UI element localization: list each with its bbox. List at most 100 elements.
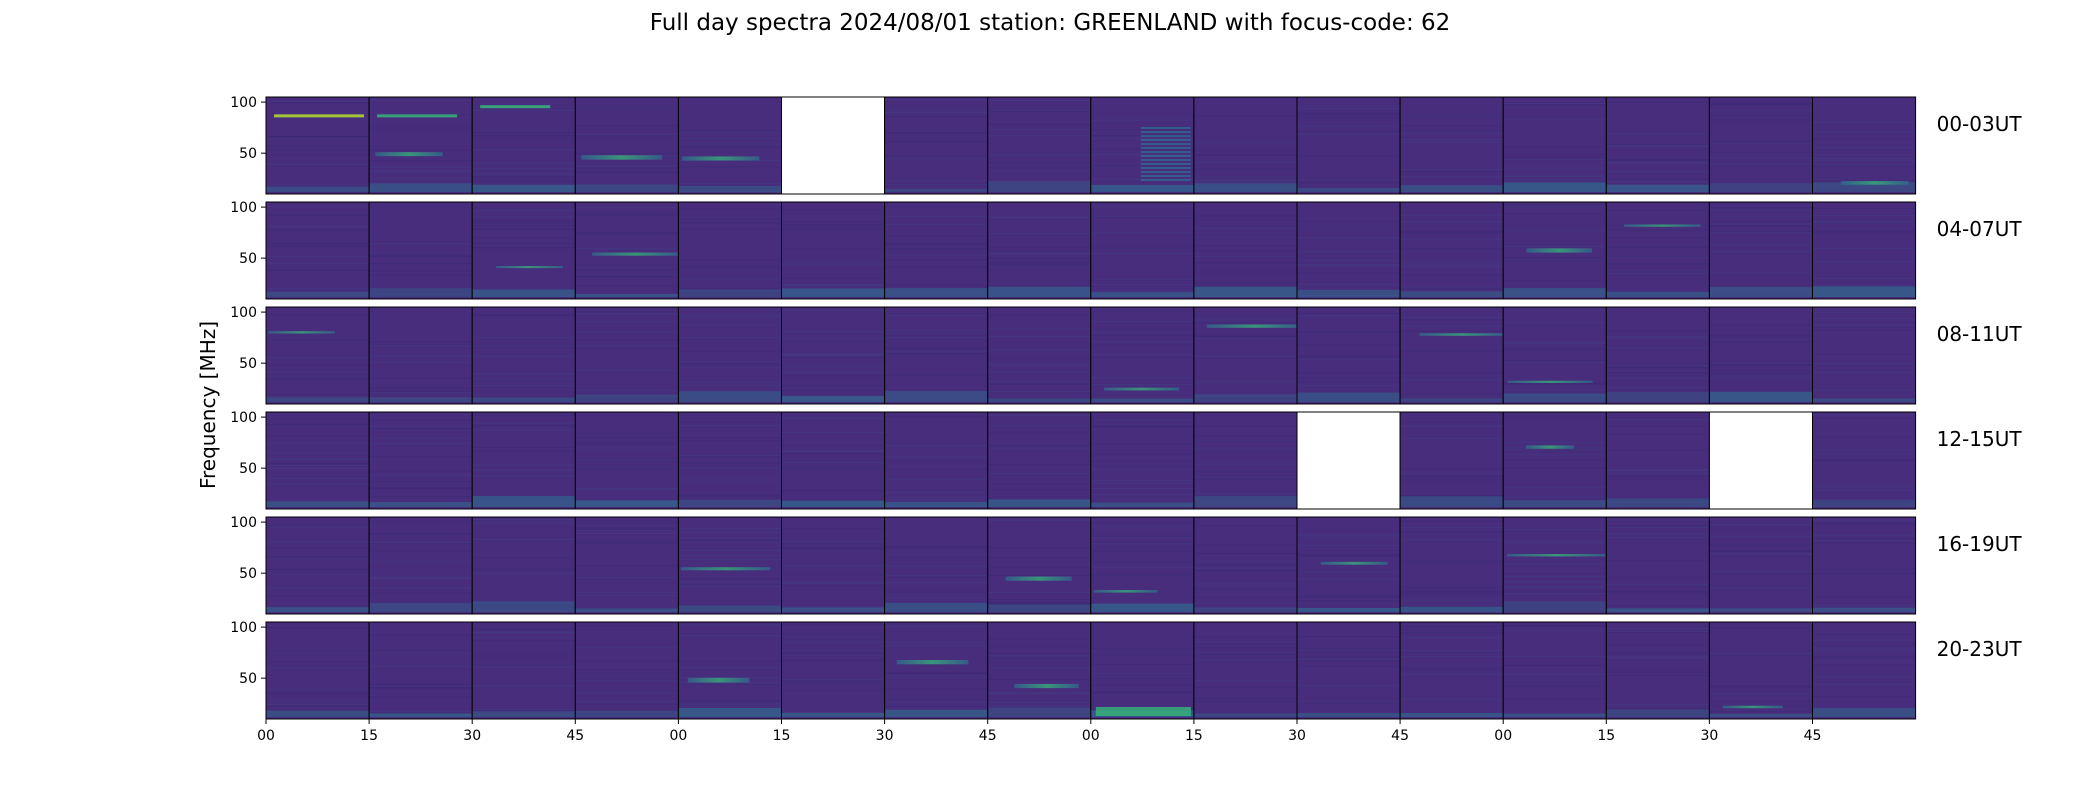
- spectrum-texture: [987, 371, 1091, 373]
- spectrum-texture: [266, 703, 370, 705]
- spectrum-texture: [369, 294, 473, 296]
- spectrum-texture: [1606, 161, 1710, 163]
- spectrum-texture: [1400, 437, 1504, 439]
- low-frequency-band: [1400, 398, 1504, 402]
- spectrum-texture: [1503, 179, 1607, 181]
- emission-band: [480, 105, 551, 109]
- spectrum-texture: [1503, 360, 1607, 362]
- spectrum-texture: [1606, 704, 1710, 706]
- spectrum-texture: [472, 655, 576, 657]
- spectrum-texture: [1503, 576, 1607, 578]
- spectrum-texture: [1709, 216, 1813, 218]
- spectrum-texture: [1090, 340, 1194, 342]
- low-frequency-band: [1709, 608, 1813, 612]
- spectrum-texture: [1606, 272, 1710, 274]
- spectrum-texture: [1812, 248, 1916, 250]
- spectrum-texture: [1503, 167, 1607, 169]
- spectrum-texture: [1193, 567, 1297, 569]
- spectrum-texture: [884, 597, 988, 599]
- spectrum-texture: [678, 138, 782, 140]
- low-frequency-band: [1090, 502, 1194, 507]
- spectrum-texture: [1193, 314, 1297, 316]
- spectrum-texture: [369, 387, 473, 389]
- spectrum-texture: [1400, 636, 1504, 638]
- spectrum-texture: [575, 672, 679, 674]
- spectrum-texture: [1606, 270, 1710, 272]
- spectrum-texture: [1400, 232, 1504, 234]
- spectrum-texture: [1090, 166, 1194, 168]
- spectrum-texture: [1090, 692, 1194, 694]
- spectrum-texture: [884, 347, 988, 349]
- spectrum-texture: [1812, 656, 1916, 658]
- spectrum-texture: [369, 166, 473, 168]
- burst-feature: [1140, 135, 1191, 137]
- spectrum-texture: [781, 283, 885, 285]
- spectrum-texture: [987, 598, 1091, 600]
- spectrum-texture: [1193, 435, 1297, 437]
- spectrum-texture: [1503, 279, 1607, 281]
- spectrum-texture: [1812, 542, 1916, 544]
- spectrum-texture: [987, 110, 1091, 112]
- spectrum-texture: [266, 371, 370, 373]
- spectrum-texture: [472, 429, 576, 431]
- spectrum-texture: [678, 276, 782, 278]
- spectrum-texture: [678, 716, 782, 718]
- spectrum-texture: [1503, 322, 1607, 324]
- spectrum-texture: [1297, 651, 1401, 653]
- spectrum-texture: [1709, 374, 1813, 376]
- spectrum-texture: [1709, 244, 1813, 246]
- spectrum-texture: [1193, 716, 1297, 718]
- spectrum-texture: [1400, 667, 1504, 669]
- spectrum-texture: [781, 371, 885, 373]
- spectrum-texture: [678, 682, 782, 684]
- spectrum-texture: [1812, 460, 1916, 462]
- spectrum-texture: [1503, 382, 1607, 384]
- spectrum-texture: [1400, 115, 1504, 117]
- spectrum-panel: [987, 97, 1091, 194]
- spectrum-panel: [1812, 97, 1916, 194]
- spectrum-texture: [369, 126, 473, 128]
- spectrum-texture: [1193, 271, 1297, 273]
- low-frequency-band: [884, 602, 988, 612]
- spectrum-texture: [884, 112, 988, 114]
- spectrum-texture: [1606, 178, 1710, 180]
- spectrum-texture: [1606, 159, 1710, 161]
- spectrum-texture: [1709, 109, 1813, 111]
- spectrum-texture: [1503, 496, 1607, 498]
- spectrum-texture: [266, 465, 370, 467]
- spectrum-texture: [1090, 377, 1194, 379]
- spectrum-texture: [575, 167, 679, 169]
- spectrum-texture: [1090, 527, 1194, 529]
- spectrum-texture: [1709, 686, 1813, 688]
- spectrum-texture: [678, 703, 782, 705]
- spectrum-texture: [1606, 652, 1710, 654]
- spectrum-texture: [781, 543, 885, 545]
- spectrum-panel: [369, 517, 473, 614]
- spectrum-texture: [266, 627, 370, 629]
- spectrum-texture: [1297, 331, 1401, 333]
- spectrum-texture: [1709, 365, 1813, 367]
- emission-band: [274, 114, 364, 118]
- spectrum-texture: [1090, 684, 1194, 686]
- spectrum-texture: [575, 594, 679, 596]
- spectrum-texture: [1297, 251, 1401, 253]
- spectrum-texture: [1400, 266, 1504, 268]
- spectrum-texture: [781, 353, 885, 355]
- spectrum-texture: [987, 603, 1091, 605]
- spectrum-texture: [1193, 356, 1297, 358]
- x-tick-label: 15: [1597, 728, 1615, 744]
- spectrum-texture: [987, 691, 1091, 693]
- spectrum-texture: [1812, 220, 1916, 222]
- spectrum-texture: [1606, 256, 1710, 258]
- spectrum-texture: [987, 217, 1091, 219]
- low-frequency-band: [781, 500, 885, 507]
- spectrum-texture: [1193, 236, 1297, 238]
- spectrum-texture: [987, 170, 1091, 172]
- spectrum-texture: [1503, 257, 1607, 259]
- spectrum-texture: [1400, 650, 1504, 652]
- spectrum-texture: [369, 255, 473, 257]
- spectrum-texture: [1297, 660, 1401, 662]
- spectrum-panel: [987, 412, 1091, 509]
- spectrum-panel: [1400, 307, 1504, 404]
- low-frequency-band: [1193, 607, 1297, 612]
